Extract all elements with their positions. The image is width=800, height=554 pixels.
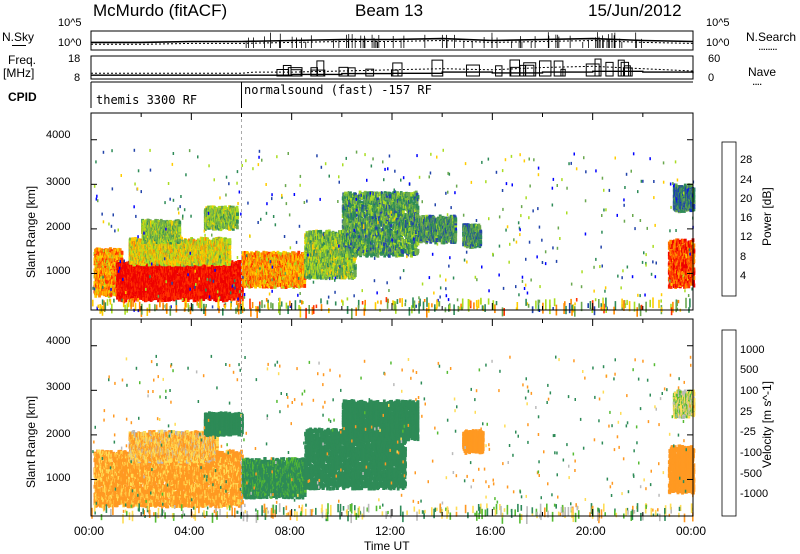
nave-step bbox=[554, 61, 563, 76]
rti-cell bbox=[121, 251, 124, 255]
nave-step bbox=[283, 65, 291, 76]
nave-step bbox=[526, 65, 534, 76]
nave-series bbox=[91, 71, 693, 75]
nave-step bbox=[606, 62, 613, 76]
nave-step bbox=[540, 61, 551, 76]
plot-canvas bbox=[0, 0, 800, 554]
power-panel bbox=[91, 113, 695, 319]
rti-cell bbox=[121, 258, 124, 262]
frequency-panel bbox=[91, 56, 693, 79]
nave-step bbox=[595, 59, 601, 76]
noise-panel bbox=[91, 31, 693, 50]
nave-step bbox=[348, 68, 355, 76]
cpid-panel bbox=[91, 82, 693, 108]
nave-step bbox=[586, 64, 599, 76]
nave-step bbox=[496, 66, 502, 76]
nave-step bbox=[466, 65, 479, 76]
nave-step bbox=[510, 60, 520, 76]
nave-step bbox=[520, 65, 526, 76]
